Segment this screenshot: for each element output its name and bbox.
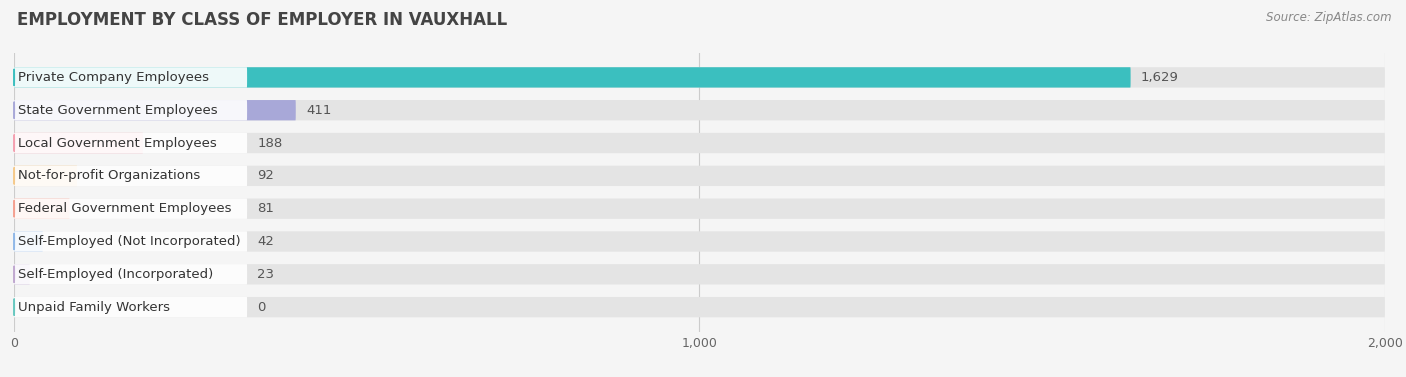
FancyBboxPatch shape [14,166,77,186]
FancyBboxPatch shape [14,67,1130,87]
Text: 42: 42 [257,235,274,248]
Text: 23: 23 [257,268,274,281]
Text: State Government Employees: State Government Employees [18,104,218,117]
Text: 411: 411 [307,104,332,117]
FancyBboxPatch shape [14,133,1385,153]
FancyBboxPatch shape [14,297,247,317]
Text: Private Company Employees: Private Company Employees [18,71,209,84]
FancyBboxPatch shape [14,199,1385,219]
Text: EMPLOYMENT BY CLASS OF EMPLOYER IN VAUXHALL: EMPLOYMENT BY CLASS OF EMPLOYER IN VAUXH… [17,11,508,29]
Text: 188: 188 [257,136,283,150]
FancyBboxPatch shape [14,166,1385,186]
FancyBboxPatch shape [14,264,30,285]
Text: Not-for-profit Organizations: Not-for-profit Organizations [18,169,200,182]
FancyBboxPatch shape [14,231,247,252]
FancyBboxPatch shape [14,231,42,252]
Text: Federal Government Employees: Federal Government Employees [18,202,232,215]
FancyBboxPatch shape [14,133,247,153]
FancyBboxPatch shape [14,297,1385,317]
FancyBboxPatch shape [14,67,1385,87]
FancyBboxPatch shape [14,100,247,120]
Text: 81: 81 [257,202,274,215]
FancyBboxPatch shape [14,67,247,87]
FancyBboxPatch shape [14,199,69,219]
FancyBboxPatch shape [14,264,1385,285]
Text: Source: ZipAtlas.com: Source: ZipAtlas.com [1267,11,1392,24]
Text: Self-Employed (Incorporated): Self-Employed (Incorporated) [18,268,214,281]
FancyBboxPatch shape [14,166,247,186]
Text: 0: 0 [257,300,266,314]
FancyBboxPatch shape [14,133,143,153]
FancyBboxPatch shape [14,264,247,285]
Text: Unpaid Family Workers: Unpaid Family Workers [18,300,170,314]
Text: 92: 92 [257,169,274,182]
FancyBboxPatch shape [14,231,1385,252]
Text: Self-Employed (Not Incorporated): Self-Employed (Not Incorporated) [18,235,240,248]
FancyBboxPatch shape [14,100,295,120]
FancyBboxPatch shape [14,100,1385,120]
Text: 1,629: 1,629 [1140,71,1178,84]
Text: Local Government Employees: Local Government Employees [18,136,217,150]
FancyBboxPatch shape [14,199,247,219]
